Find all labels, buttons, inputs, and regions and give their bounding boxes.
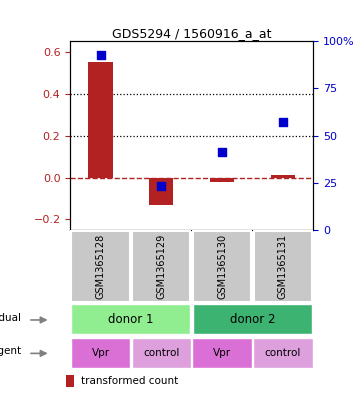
Text: donor 2: donor 2 [230,313,275,326]
Text: GSM1365128: GSM1365128 [95,233,105,299]
Text: control: control [265,348,301,358]
Text: GSM1365130: GSM1365130 [217,234,227,299]
Text: Vpr: Vpr [91,348,110,358]
Point [219,149,225,156]
Bar [66,375,74,387]
Text: GSM1365129: GSM1365129 [156,233,166,299]
Point [280,119,286,125]
Text: control: control [143,348,180,358]
Bar [89,62,113,178]
Point [158,183,164,189]
Text: donor 1: donor 1 [108,313,154,326]
Bar [271,175,295,178]
Text: transformed count: transformed count [81,376,178,386]
Point [98,52,103,58]
Bar [210,178,234,182]
Text: Vpr: Vpr [213,348,231,358]
Text: individual: individual [0,313,21,323]
Text: GSM1365131: GSM1365131 [278,234,288,299]
Text: agent: agent [0,346,21,356]
Bar [149,178,174,205]
Title: GDS5294 / 1560916_a_at: GDS5294 / 1560916_a_at [112,27,271,40]
